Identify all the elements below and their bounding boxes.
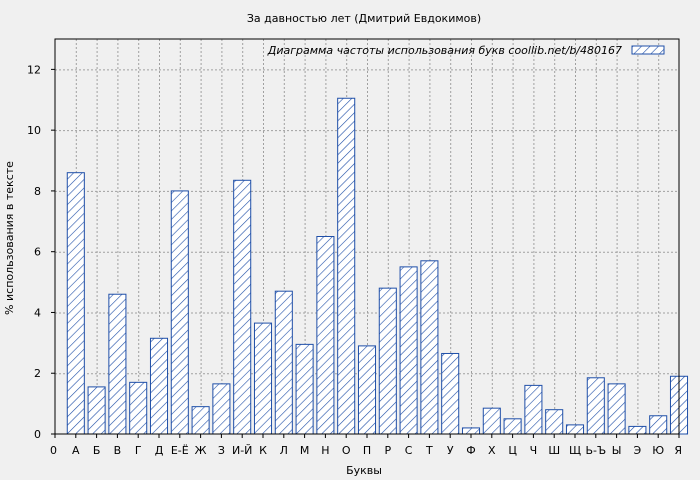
- x-tick-label: Ш: [548, 444, 560, 457]
- bar-Ц: [503, 418, 522, 435]
- x-tick-label: Ь-Ъ: [585, 444, 606, 457]
- x-tick-label: Щ: [569, 444, 581, 457]
- bar-М: [295, 343, 314, 435]
- bar-У: [441, 352, 460, 435]
- y-tick-label: 8: [34, 185, 41, 198]
- x-tick-label: Ч: [530, 444, 538, 457]
- y-tick-label: 12: [27, 63, 41, 76]
- bar-Д: [149, 337, 169, 435]
- bar-Г: [129, 381, 148, 435]
- x-tick-label: Ж: [195, 444, 207, 457]
- x-tick-label: У: [447, 444, 454, 457]
- legend: Диаграмма частоты использования букв coo…: [267, 44, 665, 57]
- x-tick-label: О: [342, 444, 351, 457]
- bar-Х: [482, 407, 501, 435]
- x-tick-label: П: [363, 444, 371, 457]
- x-tick-label: Ц: [508, 444, 517, 457]
- legend-swatch: [631, 45, 665, 55]
- x-tick-label: Ф: [466, 444, 475, 457]
- bar-О: [337, 97, 356, 435]
- bar-И-Й: [233, 179, 252, 435]
- y-tick-label: 10: [27, 124, 41, 137]
- bar-Л: [274, 290, 293, 435]
- bar-Ю: [649, 415, 668, 435]
- y-axis-ticks: 0 2 4 6 8 10 12: [27, 63, 55, 441]
- chart-title: За давностью лет (Дмитрий Евдокимов): [247, 12, 481, 25]
- x-tick-label: И-Й: [232, 444, 252, 457]
- x-tick-label: 0: [50, 444, 57, 457]
- x-tick-label: Т: [425, 444, 433, 457]
- y-tick-label: 6: [34, 246, 41, 259]
- bar-Б: [87, 386, 106, 435]
- bar-Е-Ё: [170, 190, 189, 435]
- x-tick-label: Л: [280, 444, 288, 457]
- y-tick-label: 4: [34, 306, 41, 319]
- bar-Ы: [607, 383, 626, 435]
- bar-Ь-Ъ: [586, 377, 605, 435]
- y-tick-label: 0: [34, 428, 41, 441]
- y-axis-label: % использования в тексте: [3, 161, 16, 315]
- x-axis-ticks: 0 А Б В Г Д Е-Ё Ж З И-Й К Л М Н О П Р С Т У Ф Х Ц Ч Ш Щ Ь-Ъ Ы Э Ю Я: [50, 434, 682, 457]
- bar-Т: [420, 260, 439, 435]
- legend-label: Диаграмма частоты использования букв coo…: [267, 44, 622, 57]
- x-tick-label: Д: [155, 444, 164, 457]
- x-tick-label: Ы: [612, 444, 622, 457]
- x-tick-label: К: [259, 444, 267, 457]
- x-tick-label: Ю: [652, 444, 664, 457]
- bar-Ч: [524, 384, 543, 435]
- bar-С: [399, 266, 418, 435]
- bar-Р: [378, 287, 397, 435]
- x-tick-label: Е-Ё: [171, 444, 189, 457]
- x-tick-label: М: [300, 444, 310, 457]
- bars: [66, 97, 689, 435]
- bar-П: [357, 345, 377, 435]
- bar-Ф: [461, 427, 481, 435]
- bar-Э: [628, 425, 647, 435]
- y-tick-label: 2: [34, 367, 41, 380]
- bar-В: [108, 293, 127, 435]
- x-tick-label: В: [114, 444, 122, 457]
- x-tick-label: З: [218, 444, 225, 457]
- x-tick-label: Н: [321, 444, 329, 457]
- x-tick-label: Г: [135, 444, 142, 457]
- bar-К: [253, 322, 273, 435]
- x-tick-label: Б: [93, 444, 101, 457]
- bar-Н: [316, 236, 335, 435]
- x-axis-label: Буквы: [346, 464, 382, 477]
- bar-Ж: [191, 406, 210, 435]
- bar-А: [66, 172, 85, 435]
- x-tick-label: Э: [634, 444, 642, 457]
- bar-Ш: [545, 409, 564, 435]
- x-tick-label: Я: [674, 444, 682, 457]
- bar-З: [212, 383, 231, 435]
- x-tick-label: Р: [384, 444, 391, 457]
- x-tick-label: А: [72, 444, 80, 457]
- x-tick-label: С: [405, 444, 413, 457]
- x-tick-label: Х: [488, 444, 496, 457]
- bar-Щ: [565, 424, 585, 435]
